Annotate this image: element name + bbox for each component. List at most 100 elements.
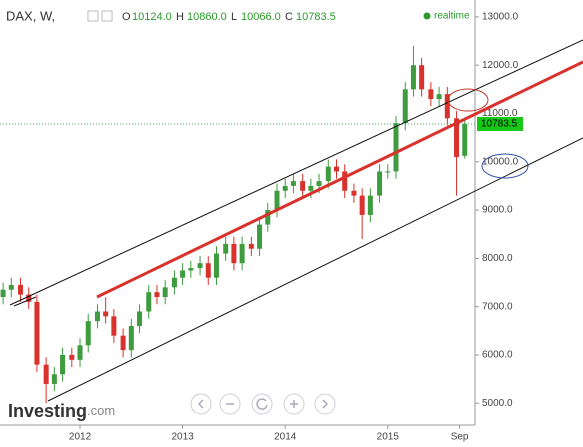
- candle-body: [274, 190, 280, 211]
- candle-body: [128, 325, 134, 351]
- candle-body: [367, 195, 373, 215]
- candle-body: [8, 284, 14, 290]
- candle-body: [180, 270, 186, 278]
- candle-body: [0, 289, 6, 298]
- symbol: DAX, W,: [6, 8, 55, 23]
- quote-letter: L: [231, 11, 237, 23]
- candle-body: [454, 118, 460, 157]
- x-tick-label: 2014: [274, 432, 297, 443]
- highlight-ellipse: [481, 153, 529, 179]
- candle-body: [265, 210, 271, 225]
- trend-line: [96, 60, 583, 299]
- candle-body: [410, 65, 416, 90]
- quote-letter: C: [285, 11, 293, 23]
- x-tick-label: Sep: [451, 432, 469, 443]
- candle-body: [103, 311, 109, 317]
- candle-body: [51, 374, 57, 384]
- y-tick-label: 13000.0: [482, 12, 519, 23]
- candle-body: [213, 253, 219, 278]
- price-tag-label: 10783.5: [481, 119, 518, 130]
- icon: [322, 399, 329, 409]
- candle-body: [146, 292, 152, 312]
- nav-buttons: [190, 393, 336, 415]
- candle-body: [377, 171, 383, 196]
- logo-suffix: .com: [87, 403, 115, 418]
- candle-body: [197, 263, 203, 269]
- candle-body: [428, 89, 434, 100]
- nav-right[interactable]: [314, 393, 336, 415]
- candle-body: [419, 65, 425, 90]
- icon[interactable]: [87, 10, 99, 22]
- candle-body: [162, 287, 168, 298]
- candle-body: [402, 89, 408, 124]
- x-tick-label: 2013: [171, 432, 194, 443]
- y-tick-label: 5000.0: [482, 398, 513, 409]
- candle-body: [257, 224, 263, 249]
- logo-main: Investing: [8, 401, 87, 421]
- quote-letter: O: [122, 11, 131, 23]
- candle-body: [393, 123, 399, 172]
- candle-body: [342, 171, 348, 191]
- candle-body: [188, 268, 194, 271]
- icon: [197, 399, 204, 409]
- y-tick-label: 12000.0: [482, 60, 519, 71]
- y-tick-label: 7000.0: [482, 301, 513, 312]
- candle-body: [43, 364, 49, 384]
- candle-body: [18, 284, 24, 295]
- candle-body: [231, 243, 237, 264]
- candle-body: [111, 316, 117, 336]
- quote-value: 10783.5: [296, 11, 336, 23]
- price-tag: [477, 116, 523, 131]
- y-tick-label: 6000.0: [482, 350, 513, 361]
- logo: Investing.com: [8, 401, 115, 421]
- candle-body: [351, 190, 357, 196]
- candle-body: [223, 243, 229, 254]
- candle-body: [94, 311, 100, 322]
- quote-value: 10066.0: [241, 11, 281, 23]
- channel-lower: [47, 137, 583, 402]
- nav-icons: [197, 398, 329, 410]
- candle-body: [34, 301, 40, 365]
- channel-upper: [9, 39, 583, 306]
- x-tick-label: 2012: [69, 432, 92, 443]
- status: realtime: [434, 11, 470, 22]
- quote-value: 10124.0: [132, 11, 172, 23]
- candle-body: [300, 181, 306, 191]
- candle-body: [154, 292, 160, 298]
- reset[interactable]: [251, 393, 273, 415]
- quote-letter: H: [176, 11, 184, 23]
- candle-body: [69, 354, 75, 360]
- y-tick-label: 11000.0: [482, 108, 518, 119]
- candle-body: [308, 185, 314, 191]
- nav-left[interactable]: [190, 393, 212, 415]
- candle-body: [171, 277, 177, 288]
- candle-body: [316, 181, 322, 186]
- icon[interactable]: [101, 10, 113, 22]
- candle-body: [462, 123, 468, 156]
- candle-body: [239, 243, 245, 264]
- candle-body: [325, 166, 331, 182]
- x-tick-label: 2015: [377, 432, 400, 443]
- candle-body: [334, 166, 340, 172]
- candle-body: [137, 311, 143, 326]
- plot-area: 5000.0 6000.0 7000.0 8000.0 9000.0 10000.0 110…: [0, 0, 523, 443]
- candle-body: [436, 94, 442, 100]
- y-tick-label: 10000.0: [482, 156, 519, 167]
- candle-body: [77, 345, 83, 360]
- trend-stub: [13, 296, 37, 307]
- candle-body: [385, 171, 391, 173]
- candle-body: [248, 243, 254, 249]
- candle-body: [26, 294, 32, 302]
- y-tick-label: 8000.0: [482, 253, 513, 264]
- candle-body: [205, 263, 211, 278]
- status-dot: [423, 12, 431, 20]
- candle-body: [85, 321, 91, 346]
- icon: [290, 400, 298, 408]
- candle-body: [60, 354, 66, 375]
- candle-body: [359, 195, 365, 215]
- candle-body: [282, 185, 288, 191]
- y-tick-label: 9000.0: [482, 205, 513, 216]
- candle-body: [444, 94, 450, 119]
- highlight-ellipse: [447, 88, 489, 112]
